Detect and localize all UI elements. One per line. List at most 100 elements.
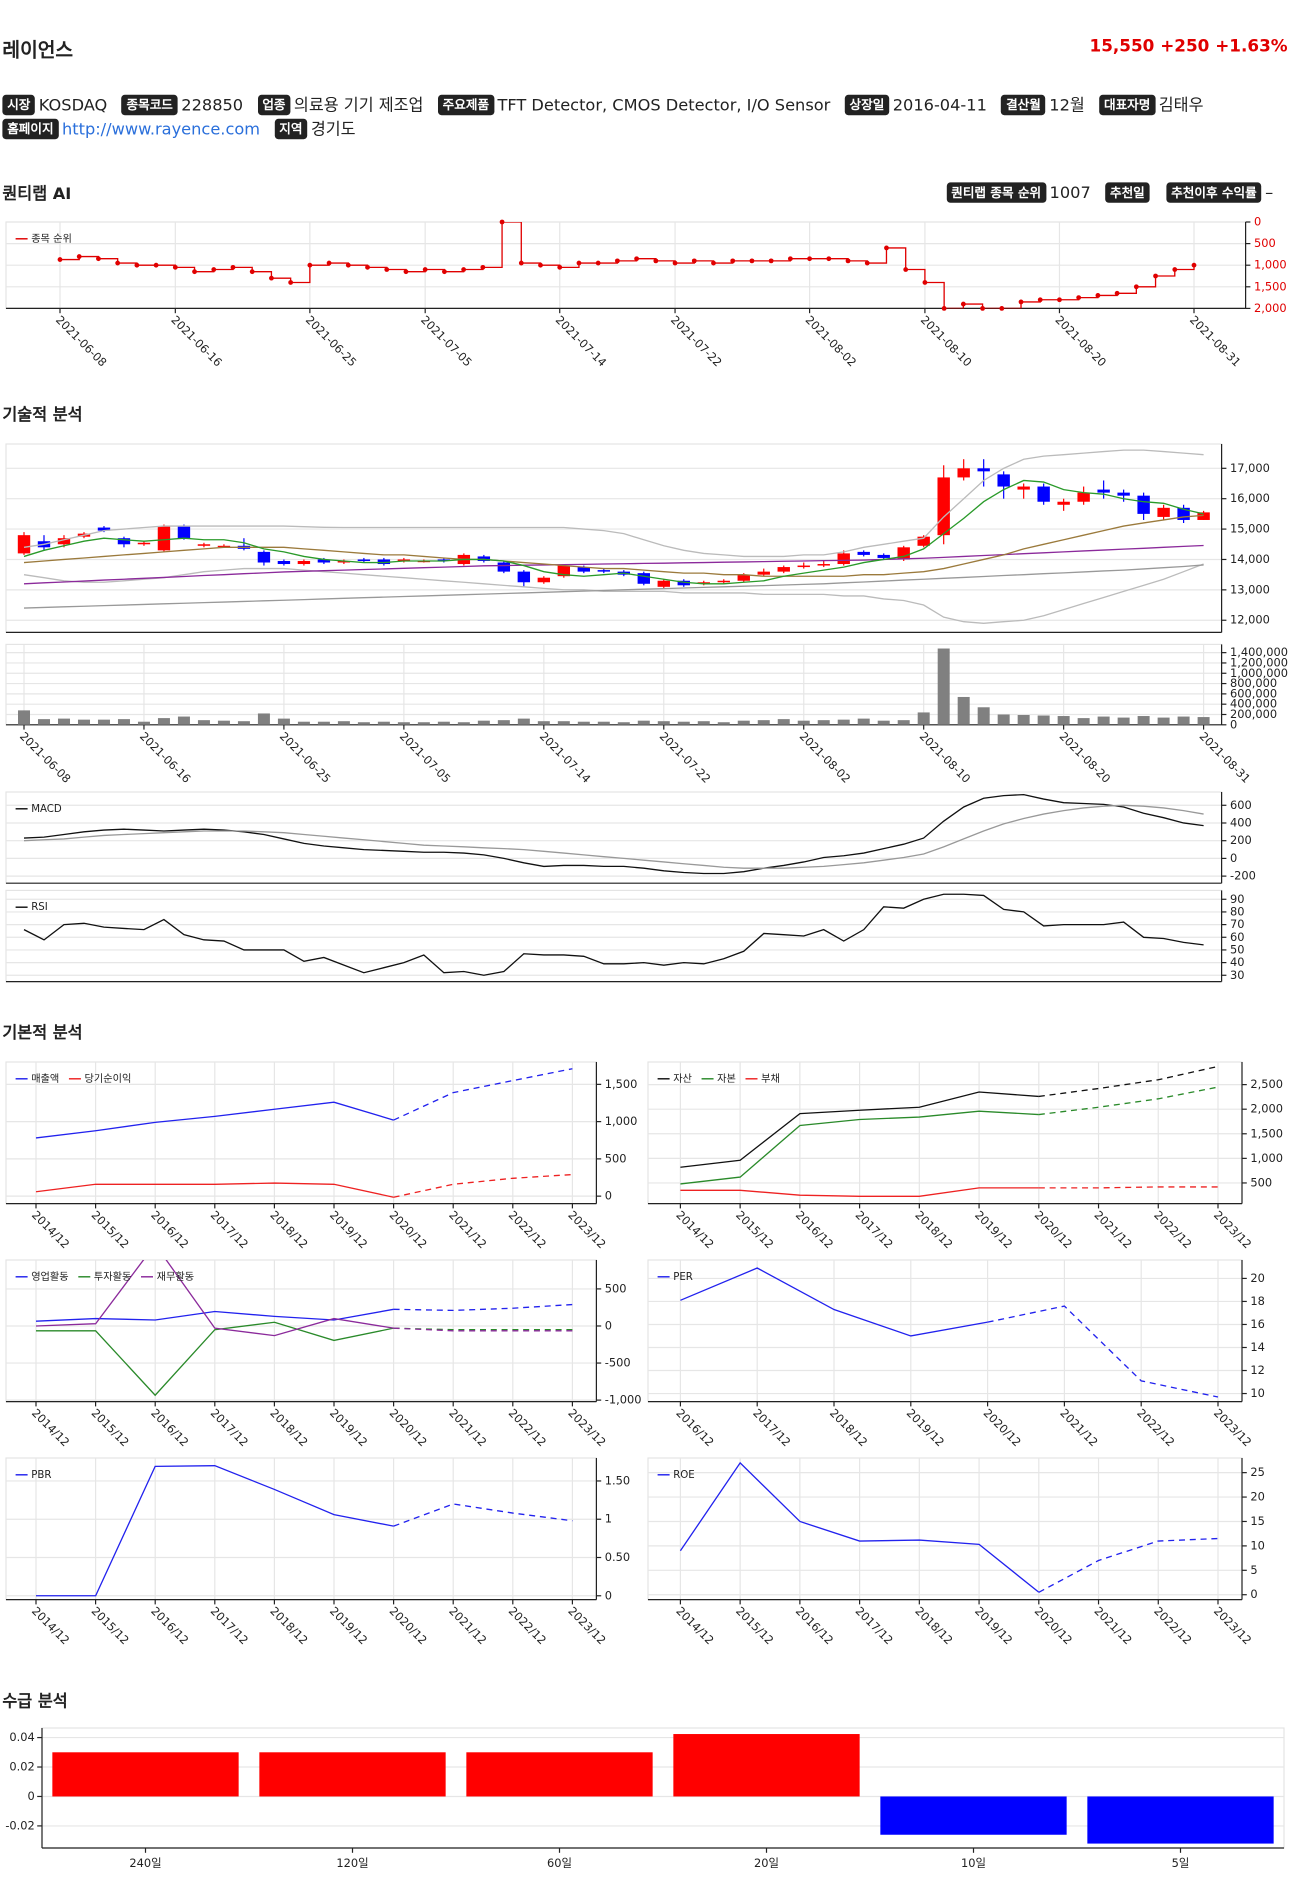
y-tick-label: -1,000 (605, 1393, 642, 1407)
x-tick-label: 2023/12 (565, 1208, 608, 1251)
info-label: 주요제품 (437, 94, 494, 116)
point (884, 245, 889, 251)
y-tick-label: 50 (1230, 942, 1245, 956)
legend-label: PER (673, 1272, 693, 1283)
point (1153, 273, 1158, 279)
bar (466, 1752, 653, 1797)
x-tick-label: 2021-08-20 (1057, 729, 1114, 786)
series-line (679, 1461, 1040, 1593)
x-tick-label: 2014/12 (673, 1208, 716, 1251)
x-tick-label: 2017/12 (208, 1406, 251, 1449)
y-tick-label: -0.02 (5, 1818, 34, 1832)
candle-body (1137, 495, 1150, 514)
x-tick-label: 2021-07-05 (418, 313, 475, 370)
legend-label: 당기순이익 (85, 1073, 132, 1085)
candle-body (477, 556, 491, 561)
x-tick-label: 2021-06-25 (303, 313, 360, 370)
y-tick-label: 0.04 (9, 1730, 34, 1744)
candle-body (277, 560, 291, 565)
info-value: 228850 (181, 96, 244, 116)
point (499, 219, 505, 225)
series-line (23, 514, 1204, 577)
series-line (23, 893, 1204, 976)
x-tick-label: 2022/12 (1134, 1406, 1177, 1449)
x-tick-label: 2019/12 (327, 1406, 370, 1449)
x-tick-label: 2015/12 (89, 1604, 132, 1647)
bar (937, 648, 950, 725)
bar (18, 710, 30, 725)
bar (880, 1796, 1067, 1835)
candle-body (1117, 492, 1130, 496)
candle-body (817, 564, 830, 566)
legend-label: 자본 (717, 1073, 736, 1085)
x-tick-label: 2020/12 (981, 1406, 1024, 1449)
bar (577, 721, 590, 725)
y-tick-label: 500 (1254, 236, 1276, 250)
x-tick-label: 2017/12 (750, 1406, 793, 1449)
info-value[interactable]: http://www.rayence.com (61, 120, 261, 140)
candle-body (377, 559, 391, 565)
point (1191, 262, 1197, 268)
plot-frame (5, 643, 1223, 726)
y-tick-label: 1 (605, 1512, 612, 1526)
series-line (23, 793, 1204, 875)
x-tick-label: 2019/12 (972, 1208, 1015, 1251)
bar (297, 721, 310, 725)
bar (537, 721, 550, 725)
x-tick-label: 2023/12 (565, 1406, 608, 1449)
x-tick-label: 2023/12 (565, 1604, 608, 1647)
legend-label: 종목 순위 (31, 232, 72, 245)
bar (1097, 716, 1110, 725)
x-tick-label: 2017/12 (208, 1208, 251, 1251)
point (134, 262, 140, 268)
point (57, 257, 63, 262)
candle-body (757, 571, 770, 575)
bar (157, 718, 170, 725)
point (153, 262, 159, 268)
y-tick-label: 2,000 (1250, 1102, 1283, 1116)
point (787, 256, 793, 262)
x-tick-label: 2020/12 (387, 1208, 430, 1251)
y-tick-label: 25 (1250, 1465, 1265, 1479)
point (595, 260, 601, 266)
point (614, 258, 620, 264)
candle-body (437, 559, 451, 561)
y-tick-label: 500 (1250, 1175, 1272, 1189)
bar (1057, 716, 1070, 725)
candle-body (697, 582, 710, 584)
x-tick-label: 2021-06-08 (53, 313, 110, 370)
x-tick-label: 2016/12 (148, 1208, 191, 1251)
plot-frame (647, 1457, 1243, 1601)
bar (237, 721, 250, 725)
info-label: 대표자명 (1099, 94, 1156, 116)
series-line (23, 479, 1204, 585)
y-tick-label: 0.02 (9, 1760, 34, 1774)
x-tick-label: 2019/12 (904, 1406, 947, 1449)
bar (1037, 715, 1050, 725)
x-tick-label: 2018/12 (267, 1208, 310, 1251)
info-label: 홈페이지 (2, 118, 59, 140)
candle-body (597, 570, 611, 572)
bar (1137, 716, 1150, 725)
x-tick-label: 60일 (547, 1856, 572, 1870)
point (76, 254, 82, 259)
y-tick-label: 12 (1250, 1363, 1265, 1377)
x-tick-label: 2023/12 (1211, 1208, 1254, 1251)
candle-body (557, 565, 571, 577)
y-tick-label: 60 (1230, 930, 1245, 944)
y-tick-label: 500 (605, 1281, 627, 1295)
candle-body (717, 580, 730, 583)
y-tick-label: 20 (1250, 1271, 1265, 1285)
bar (837, 719, 850, 725)
point (192, 269, 197, 275)
bar (617, 722, 630, 725)
point (326, 260, 332, 266)
candle-body (1077, 492, 1090, 502)
x-tick-label: 2021/12 (1057, 1406, 1100, 1449)
plot-frame (5, 1061, 598, 1205)
forecast-line (393, 1173, 573, 1198)
bar (757, 720, 770, 725)
x-tick-label: 2021-08-31 (1187, 313, 1244, 370)
candle-body (837, 553, 850, 565)
x-tick-label: 240일 (129, 1856, 161, 1870)
